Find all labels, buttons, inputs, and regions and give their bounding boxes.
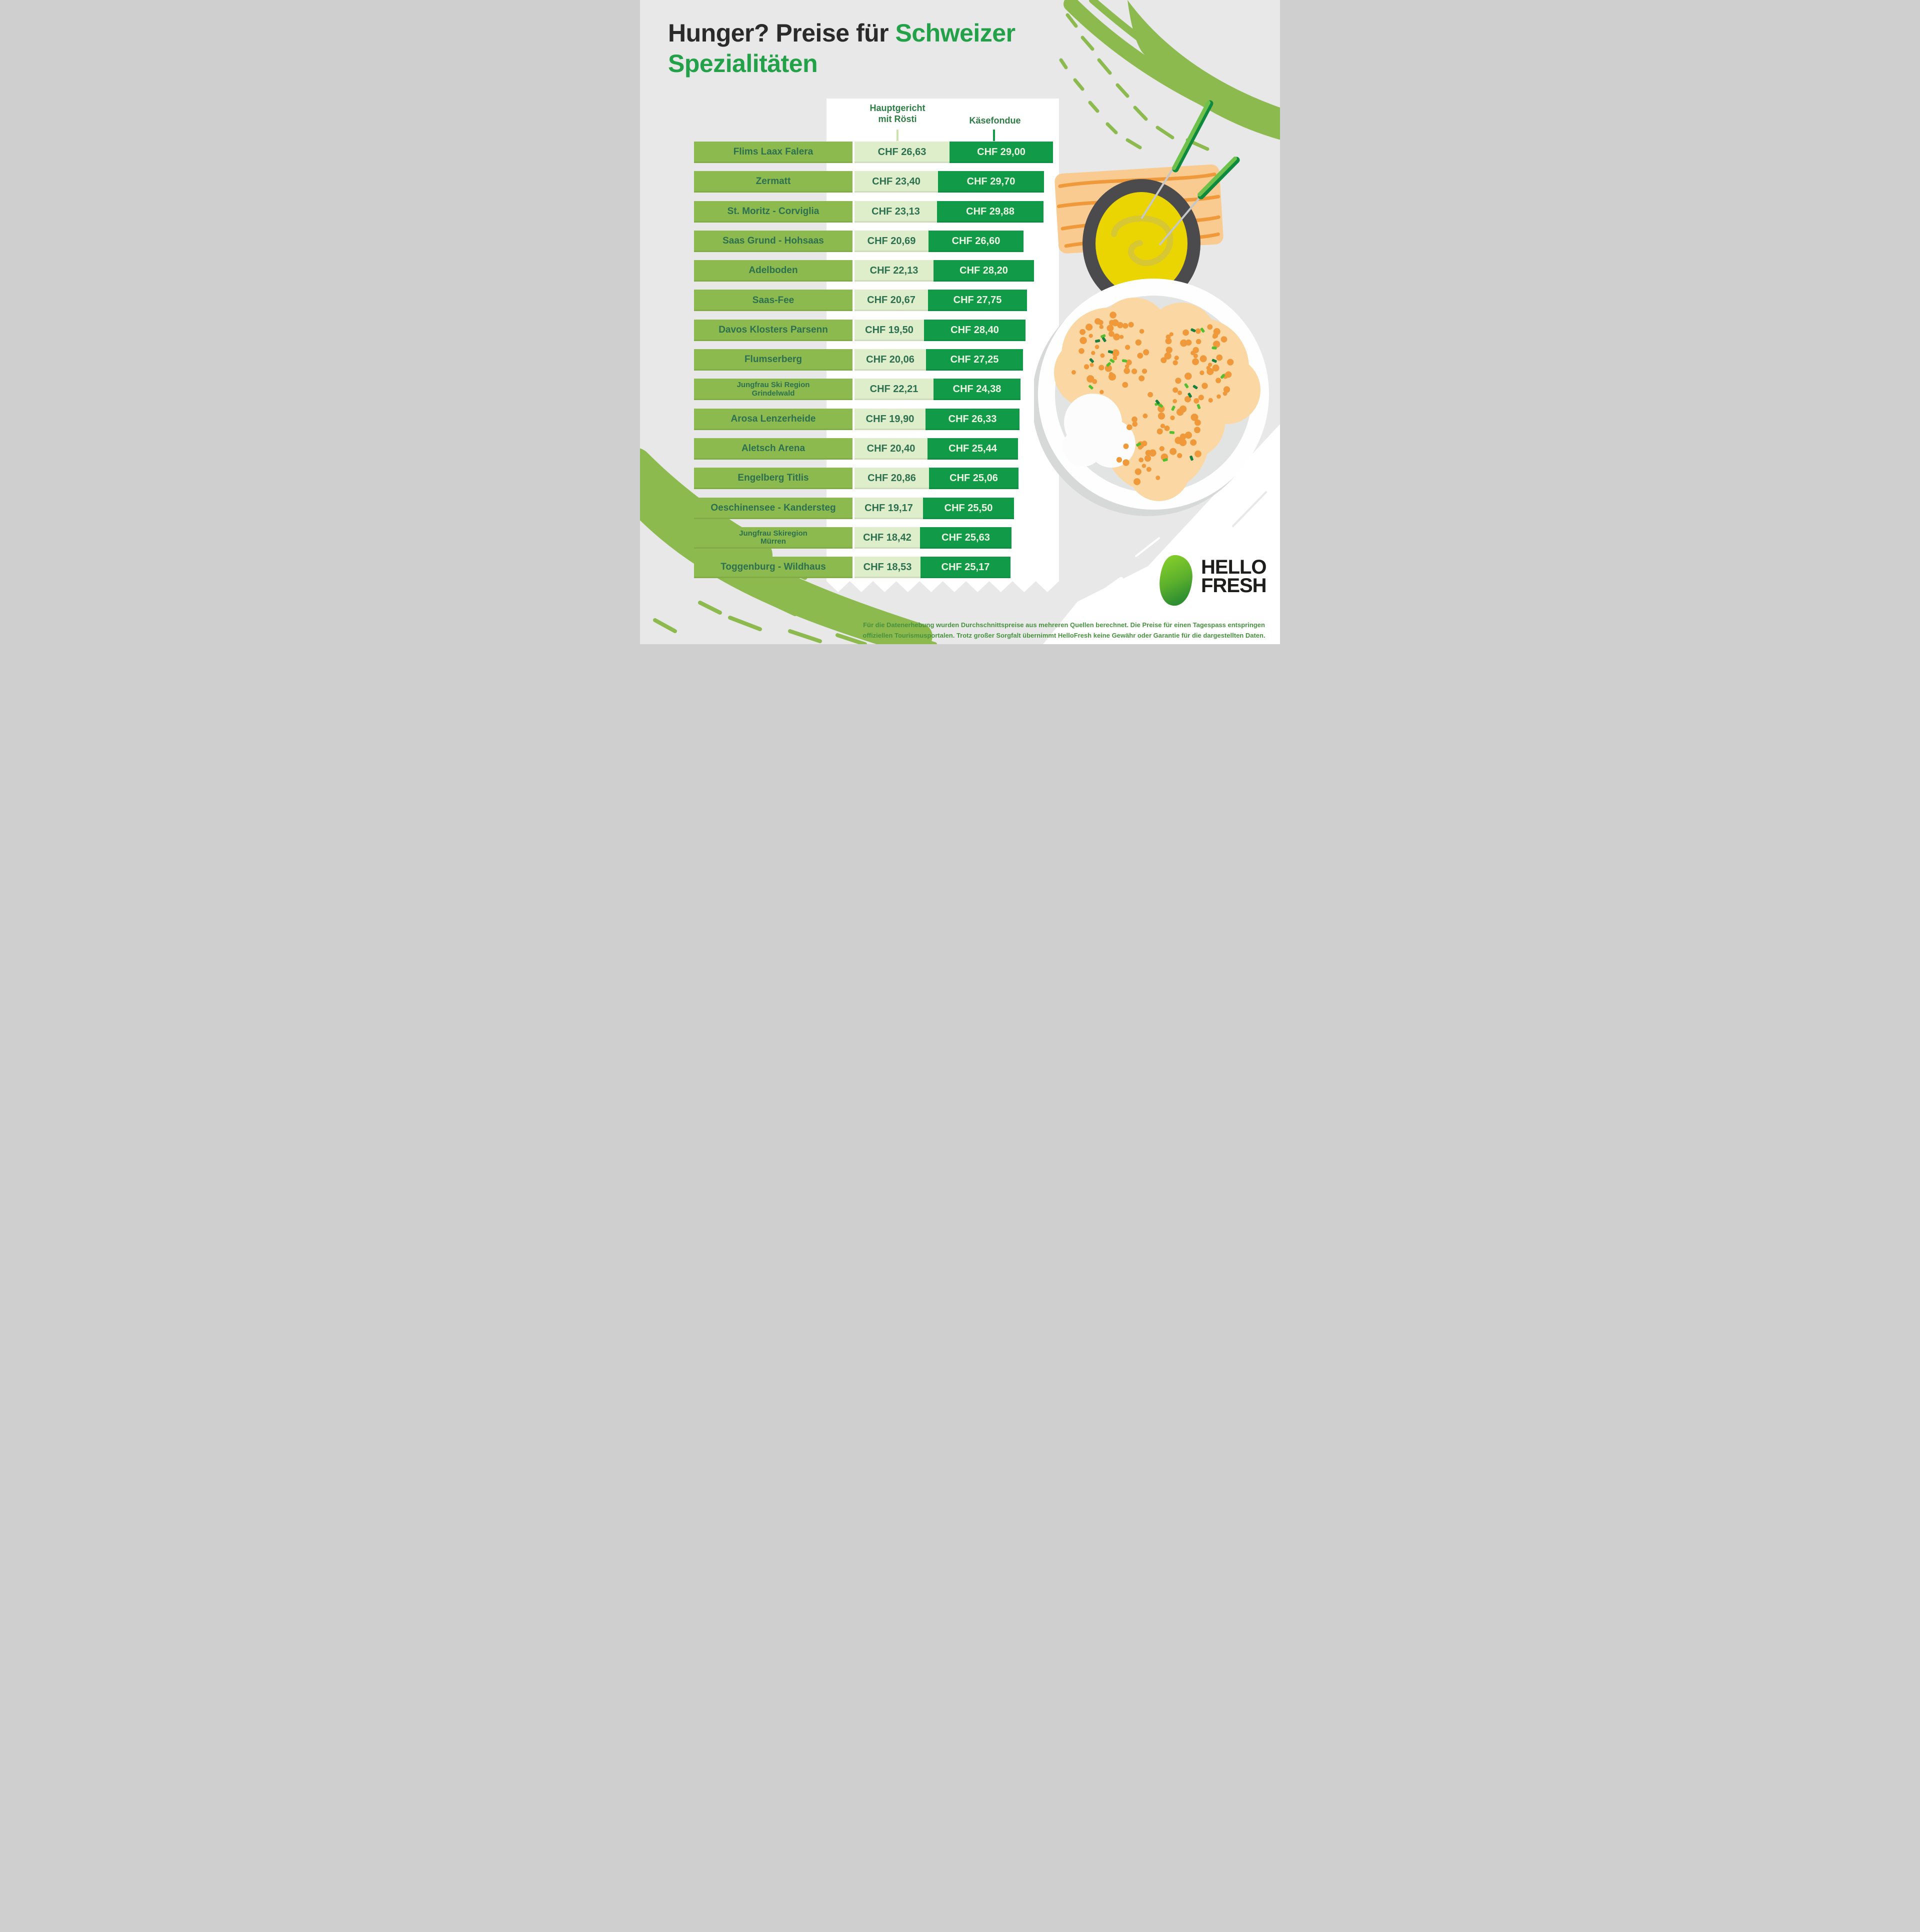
region-label: Flumserberg [694,349,852,371]
region-label: Davos Klosters Parsenn [694,319,852,341]
chive-garnish [1088,328,1225,462]
region-label: Toggenburg - Wildhaus [694,557,852,579]
fondue-price-bar: CHF 28,20 [934,260,1034,282]
region-label: St. Moritz - Corviglia [694,201,852,223]
page-title: Hunger? Preise für Schweizer Spezialität… [668,18,1078,79]
fondue-price-bar: CHF 25,63 [920,527,1012,549]
roesti-price-bar: CHF 23,40 [854,171,938,193]
logo-line-fresh: FRESH [1201,575,1267,597]
roesti-price-bar: CHF 20,40 [854,438,928,460]
roesti-price-bar: CHF 20,06 [854,349,926,371]
fondue-price-bar: CHF 25,17 [920,557,1010,579]
title-line-1: Hunger? Preise für Schweizer [668,18,1078,49]
table-row: Aletsch Arena CHF 20,40 CHF 25,44 [694,438,1053,460]
fondue-price-bar: CHF 27,25 [926,349,1023,371]
table-row: Saas Grund - Hohsaas CHF 20,69 CHF 26,60 [694,230,1053,252]
column-tick-fondue [993,130,995,141]
infographic-canvas: Hunger? Preise für Schweizer Spezialität… [640,0,1280,644]
region-label: Aletsch Arena [694,438,852,460]
region-label: Saas Grund - Hohsaas [694,230,852,252]
region-label: Jungfrau Skiregion Mürren [694,527,852,549]
table-row: St. Moritz - Corviglia CHF 23,13 CHF 29,88 [694,201,1053,223]
table-row: Flims Laax Falera CHF 26,63 CHF 29,00 [694,142,1053,163]
region-label: Engelberg Titlis [694,468,852,490]
fondue-price-bar: CHF 29,70 [938,171,1044,193]
cream-dollop [1063,394,1136,468]
roesti-price-bar: CHF 22,13 [854,260,934,282]
title-line-2: Spezialitäten [668,50,818,78]
price-table: Flims Laax Falera CHF 26,63 CHF 29,00 Zerma… [694,142,1053,586]
fondue-price-bar: CHF 25,06 [929,468,1018,490]
fondue-price-bar: CHF 25,44 [928,438,1018,460]
fondue-price-bar: CHF 29,88 [937,201,1044,223]
roesti-price-bar: CHF 18,53 [854,557,920,579]
table-row: Arosa Lenzerheide CHF 19,90 CHF 26,33 [694,408,1053,430]
fondue-illustration [1054,100,1240,308]
fondue-price-bar: CHF 26,33 [926,408,1020,430]
table-row: Zermatt CHF 23,40 CHF 29,70 [694,171,1053,193]
table-row: Davos Klosters Parsenn CHF 19,50 CHF 28,40 [694,319,1053,341]
table-row: Adelboden CHF 22,13 CHF 28,20 [694,260,1053,282]
table-row: Oeschinensee - Kandersteg CHF 19,17 CHF 25… [694,497,1053,519]
fondue-price-bar: CHF 28,40 [924,319,1026,341]
fondue-fork-left [1140,100,1214,220]
roesti-price-bar: CHF 26,63 [854,142,950,163]
roesti-price-bar: CHF 19,90 [854,408,926,430]
fondue-price-bar: CHF 26,60 [928,230,1024,252]
region-label: Flims Laax Falera [694,142,852,163]
region-label: Zermatt [694,171,852,193]
table-row: Flumserberg CHF 20,06 CHF 27,25 [694,349,1053,371]
roesti-price-bar: CHF 20,67 [854,290,928,312]
fondue-fork-right [1158,157,1240,246]
table-row: Jungfrau Skiregion Mürren CHF 18,42 CHF 25… [694,527,1053,549]
lime-icon [1160,555,1192,606]
hellofresh-logo: HELLO FRESH [1156,552,1267,609]
cheese-swirl [1111,215,1174,266]
footnote: Für die Datenerhebung wurden Durchschnit… [854,620,1274,641]
roesti-texture-dots [1071,312,1234,486]
receipt-zigzag-edge [826,581,1059,592]
roesti-price-bar: CHF 23,13 [854,201,937,223]
roesti-price-bar: CHF 19,50 [854,319,924,341]
table-row: Toggenburg - Wildhaus CHF 18,53 CHF 25,17 [694,557,1053,579]
roesti-price-bar: CHF 22,21 [854,379,934,401]
brush-stroke-top-right [1059,0,1280,151]
fondue-price-bar: CHF 24,38 [934,379,1020,401]
table-row: Saas-Fee CHF 20,67 CHF 27,75 [694,290,1053,312]
column-tick-roesti [896,130,898,141]
title-prefix: Hunger? Preise für [668,19,896,47]
column-header-fondue: Käsefondue [969,116,1021,126]
region-label: Arosa Lenzerheide [694,408,852,430]
region-label: Oeschinensee - Kandersteg [694,497,852,519]
roesti-price-bar: CHF 19,17 [854,497,923,519]
region-label: Adelboden [694,260,852,282]
table-row: Engelberg Titlis CHF 20,86 CHF 25,06 [694,468,1053,490]
footnote-line-1: Für die Datenerhebung wurden Durchschnit… [863,621,1265,629]
column-header-roesti: Hauptgericht mit Rösti [870,103,926,124]
logo-line-hello: HELLO [1201,556,1267,578]
footnote-line-2: offiziellen Tourismusportalen. Trotz gro… [862,631,1266,639]
roesti-price-bar: CHF 18,42 [854,527,920,549]
roesti-price-bar: CHF 20,86 [854,468,929,490]
fondue-price-bar: CHF 27,75 [928,290,1027,312]
logo-wordmark: HELLO FRESH [1201,556,1267,609]
region-label: Jungfrau Ski Region Grindelwald [694,379,852,401]
white-corner-shape [1043,424,1280,644]
fondue-price-bar: CHF 29,00 [950,142,1053,163]
title-highlight: Schweizer [895,19,1016,47]
region-label: Saas-Fee [694,290,852,312]
roesti-price-bar: CHF 20,69 [854,230,928,252]
fondue-price-bar: CHF 25,50 [923,497,1014,519]
table-row: Jungfrau Ski Region Grindelwald CHF 22,21… [694,379,1053,401]
roesti-plate-illustration [1034,279,1269,516]
